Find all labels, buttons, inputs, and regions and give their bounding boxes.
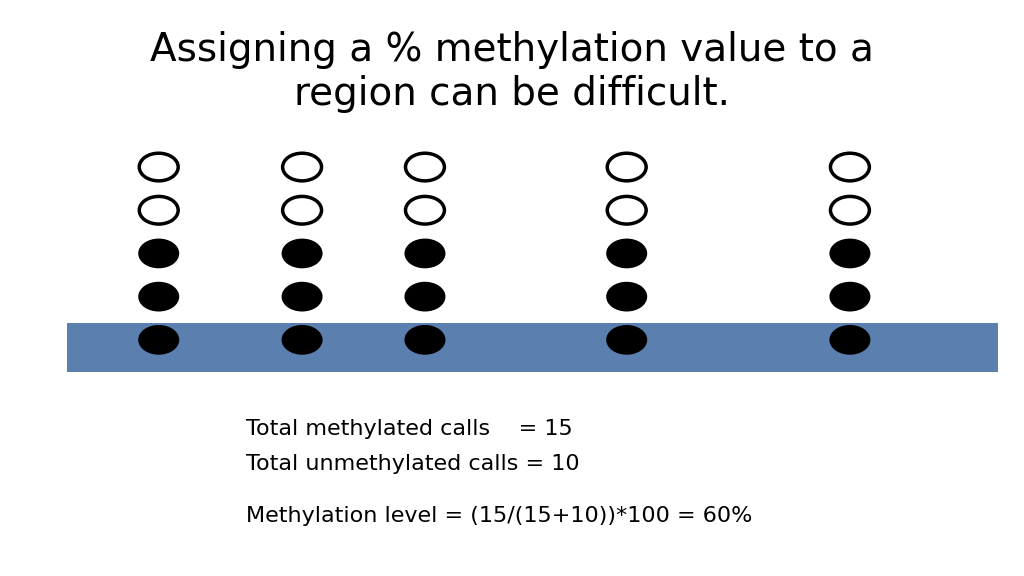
Text: Assigning a % methylation value to a
region can be difficult.: Assigning a % methylation value to a reg… bbox=[151, 31, 873, 113]
Ellipse shape bbox=[283, 326, 322, 354]
Ellipse shape bbox=[607, 196, 646, 224]
Ellipse shape bbox=[283, 153, 322, 181]
Ellipse shape bbox=[406, 283, 444, 310]
Ellipse shape bbox=[830, 326, 869, 354]
Ellipse shape bbox=[283, 196, 322, 224]
Ellipse shape bbox=[139, 153, 178, 181]
Ellipse shape bbox=[607, 283, 646, 310]
Ellipse shape bbox=[406, 153, 444, 181]
Ellipse shape bbox=[139, 283, 178, 310]
Ellipse shape bbox=[139, 196, 178, 224]
Ellipse shape bbox=[139, 326, 178, 354]
Ellipse shape bbox=[406, 196, 444, 224]
Ellipse shape bbox=[830, 196, 869, 224]
Ellipse shape bbox=[283, 240, 322, 267]
Ellipse shape bbox=[406, 326, 444, 354]
Bar bbox=[67, 323, 998, 372]
Ellipse shape bbox=[607, 153, 646, 181]
Text: Total methylated calls    = 15: Total methylated calls = 15 bbox=[246, 419, 572, 439]
Ellipse shape bbox=[830, 240, 869, 267]
Ellipse shape bbox=[607, 326, 646, 354]
Ellipse shape bbox=[830, 283, 869, 310]
Ellipse shape bbox=[830, 153, 869, 181]
Ellipse shape bbox=[406, 240, 444, 267]
Ellipse shape bbox=[283, 283, 322, 310]
Ellipse shape bbox=[607, 240, 646, 267]
Text: Methylation level = (15/(15+10))*100 = 60%: Methylation level = (15/(15+10))*100 = 6… bbox=[246, 506, 753, 525]
Text: Total unmethylated calls = 10: Total unmethylated calls = 10 bbox=[246, 454, 580, 473]
Ellipse shape bbox=[139, 240, 178, 267]
